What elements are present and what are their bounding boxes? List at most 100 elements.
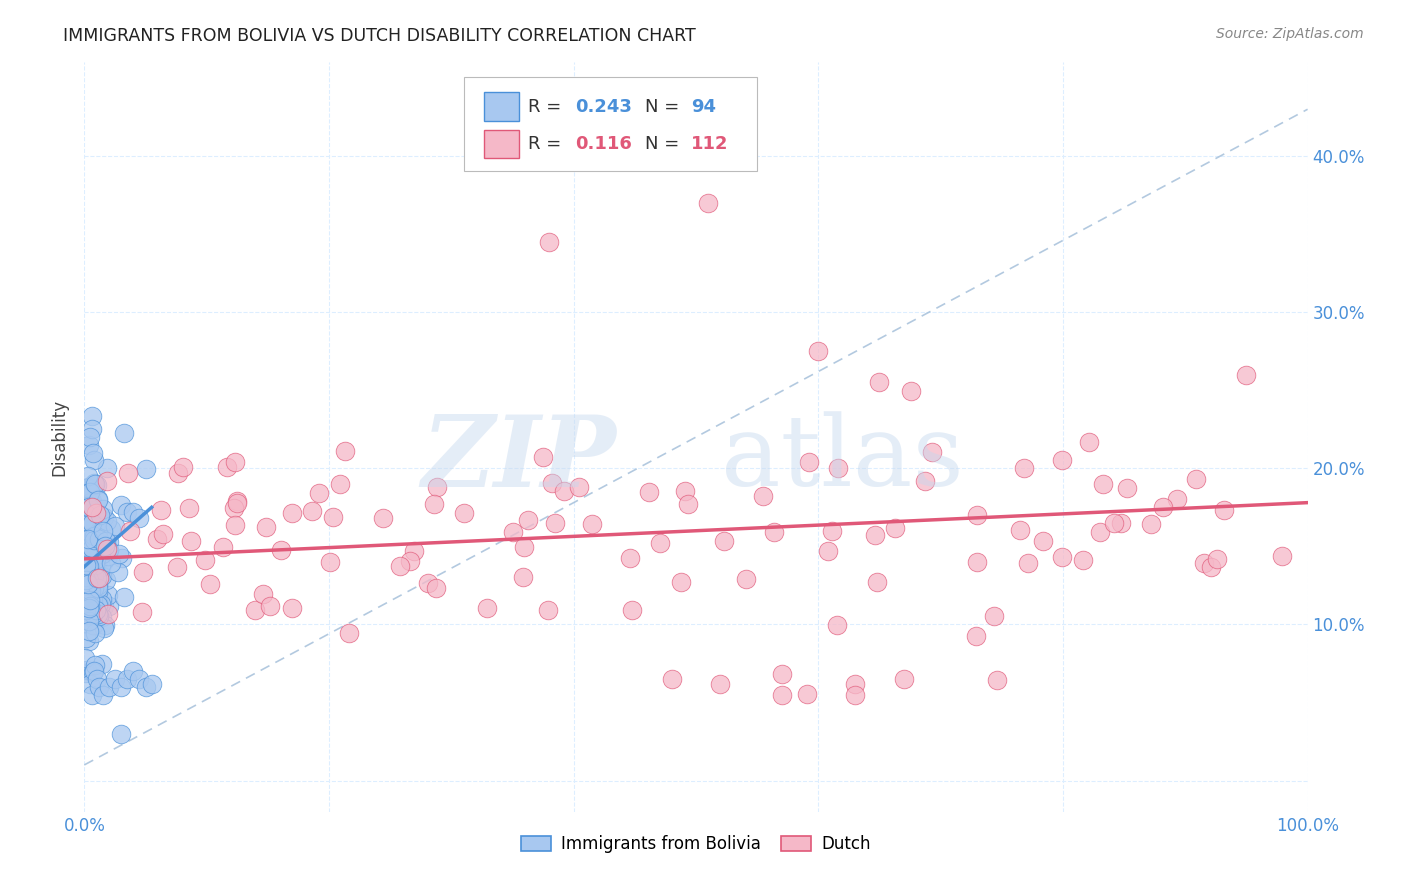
Point xyxy=(128,672,150,686)
Point xyxy=(93,510,115,524)
Point xyxy=(83,476,105,491)
Point xyxy=(91,610,114,624)
Point xyxy=(77,558,100,573)
Point xyxy=(96,514,118,528)
Point xyxy=(79,484,101,499)
Point xyxy=(83,600,105,615)
Point xyxy=(76,553,98,567)
Point xyxy=(76,541,98,555)
Point xyxy=(90,559,112,574)
Point xyxy=(198,577,221,591)
Point xyxy=(152,527,174,541)
Point xyxy=(73,578,96,592)
Point xyxy=(502,524,524,539)
Point xyxy=(73,591,96,605)
Point xyxy=(821,524,844,539)
Point xyxy=(1194,557,1216,571)
Point xyxy=(75,559,97,574)
Point xyxy=(90,568,112,582)
Point xyxy=(77,438,100,452)
Point xyxy=(96,542,118,557)
Point xyxy=(73,567,96,582)
Point xyxy=(79,676,101,690)
Point xyxy=(79,519,101,533)
Point xyxy=(89,535,111,549)
Point xyxy=(84,573,107,587)
Point xyxy=(83,544,105,558)
Point xyxy=(83,507,105,521)
Point xyxy=(80,598,103,612)
Point xyxy=(73,590,96,604)
Point xyxy=(538,235,561,249)
Point xyxy=(122,664,145,679)
Point xyxy=(77,544,100,558)
Point xyxy=(82,594,104,608)
Point xyxy=(425,582,447,596)
Point xyxy=(270,542,292,557)
Point xyxy=(167,467,190,481)
Point xyxy=(107,547,129,561)
Point xyxy=(77,538,100,552)
Point xyxy=(73,580,96,594)
Point xyxy=(128,511,150,525)
Point xyxy=(1152,500,1174,515)
Point xyxy=(149,503,172,517)
Point xyxy=(1078,434,1101,449)
Point xyxy=(77,614,100,628)
Point xyxy=(82,561,104,575)
Point xyxy=(224,517,246,532)
Point xyxy=(73,574,96,589)
Point xyxy=(84,603,107,617)
Point xyxy=(87,608,110,623)
Point xyxy=(83,516,105,530)
Point xyxy=(132,566,155,580)
Point xyxy=(91,657,114,672)
Point xyxy=(82,564,104,578)
Point xyxy=(79,572,101,586)
Point xyxy=(75,569,97,583)
Point xyxy=(512,569,534,583)
Point xyxy=(73,578,96,592)
Point xyxy=(77,599,100,613)
Point xyxy=(770,688,793,702)
Point xyxy=(75,580,97,594)
Point xyxy=(399,554,422,568)
Point xyxy=(80,568,103,582)
Point xyxy=(80,582,103,596)
Point xyxy=(79,576,101,591)
Point xyxy=(73,525,96,540)
Point xyxy=(79,572,101,586)
Point xyxy=(453,507,475,521)
Point xyxy=(80,577,103,591)
Point xyxy=(79,583,101,598)
Point xyxy=(82,560,104,574)
Point xyxy=(107,565,129,579)
Point xyxy=(93,554,115,568)
Point xyxy=(80,516,103,530)
Point xyxy=(97,549,120,564)
Point xyxy=(252,587,274,601)
Point xyxy=(75,546,97,560)
Point xyxy=(212,541,235,555)
Point xyxy=(117,466,139,480)
Point xyxy=(83,618,105,632)
Point xyxy=(80,422,103,436)
Point xyxy=(225,493,247,508)
Point xyxy=(319,555,342,569)
Point xyxy=(80,598,103,612)
Point xyxy=(531,450,554,465)
Point xyxy=(426,480,449,494)
Point xyxy=(75,570,97,584)
Point xyxy=(1116,482,1139,496)
Point xyxy=(333,443,356,458)
Point xyxy=(79,593,101,607)
Point xyxy=(75,523,97,537)
Point xyxy=(86,571,108,585)
Point xyxy=(84,476,107,491)
Point xyxy=(76,601,98,615)
Point xyxy=(76,607,98,622)
Point xyxy=(87,492,110,507)
Point xyxy=(422,497,444,511)
Point xyxy=(83,527,105,541)
Point xyxy=(82,494,104,508)
